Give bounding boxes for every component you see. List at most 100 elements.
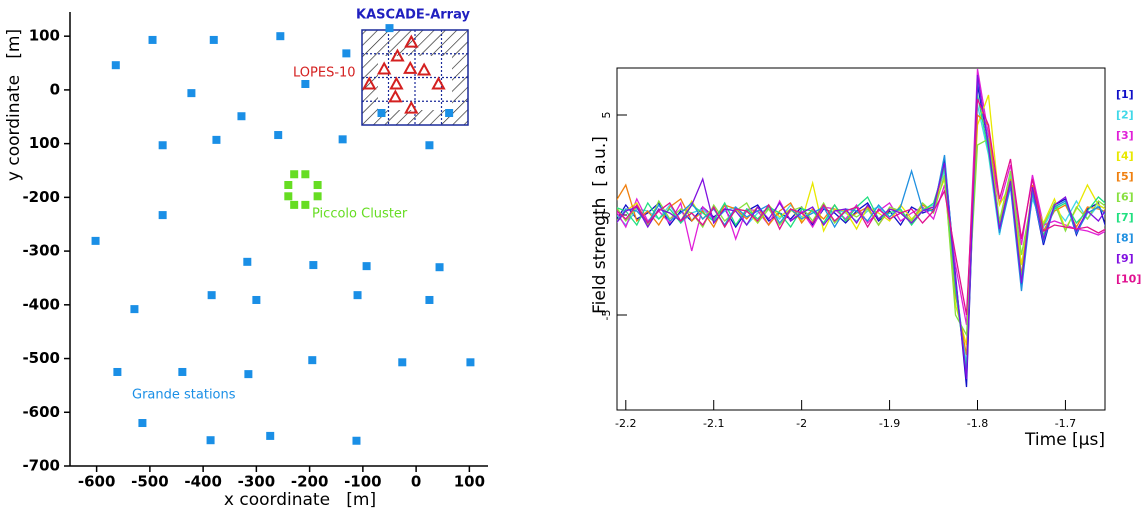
station-marker	[388, 89, 403, 103]
legend-label: Grande stations	[132, 388, 236, 403]
station-marker	[435, 263, 444, 272]
station-marker	[276, 32, 285, 41]
legend-label: [8]	[1116, 232, 1134, 245]
x-tick-label: -1.9	[879, 417, 900, 430]
x-tick-label: -2.2	[615, 417, 636, 430]
station-marker	[308, 356, 317, 365]
station-marker	[398, 358, 407, 367]
station-marker	[209, 35, 218, 44]
trace-line	[617, 78, 1105, 376]
trace-line	[617, 98, 1105, 316]
station-marker	[431, 76, 446, 90]
station-marker	[301, 200, 310, 209]
y-axis-label: y coordinate [m]	[4, 29, 24, 181]
station-marker	[313, 192, 322, 201]
station-marker	[445, 109, 454, 118]
x-tick-label: -2	[796, 417, 807, 430]
station-marker	[390, 48, 405, 62]
station-marker	[404, 100, 419, 114]
station-marker	[178, 367, 187, 376]
station-marker	[243, 257, 252, 266]
station-marker	[244, 370, 253, 379]
legend-label: [3]	[1116, 129, 1134, 142]
trace-line	[617, 104, 1105, 366]
legend-label: [9]	[1116, 252, 1134, 265]
legend-label: [4]	[1116, 150, 1134, 163]
station-marker	[362, 262, 371, 271]
station-marker	[403, 60, 418, 74]
station-marker	[425, 141, 434, 150]
station-marker	[148, 35, 157, 44]
trace-line	[617, 113, 1105, 356]
station-marker	[252, 295, 261, 304]
station-marker	[91, 236, 100, 245]
station-marker	[362, 76, 377, 90]
legend-label: [2]	[1116, 109, 1134, 122]
y-tick-label: 100	[29, 27, 60, 45]
station-marker	[207, 291, 216, 300]
legend-label: LOPES-10	[293, 66, 356, 81]
y-tick-label: -200	[22, 188, 60, 206]
station-marker	[206, 436, 215, 445]
station-marker	[266, 431, 275, 440]
trace-line	[617, 137, 1105, 338]
y-tick-label: 5	[600, 112, 613, 119]
legend-label: [7]	[1116, 211, 1134, 224]
station-marker	[385, 24, 394, 33]
station-marker	[158, 211, 167, 220]
station-marker	[376, 61, 392, 75]
station-marker	[301, 170, 310, 179]
station-marker	[212, 135, 221, 144]
y-tick-label: -300	[22, 242, 60, 260]
station-marker	[284, 181, 293, 190]
station-marker	[425, 295, 434, 304]
y-axis-label: Field strength [ a.u.]	[590, 136, 610, 314]
trace-line	[617, 84, 1105, 388]
y-tick-label: -600	[22, 403, 60, 421]
station-marker	[309, 261, 318, 270]
y-tick-label: -400	[22, 295, 60, 313]
legend-label: [1]	[1116, 88, 1134, 101]
annotation: KASCADE-Array	[356, 8, 470, 23]
station-marker	[290, 170, 299, 179]
station-marker	[130, 305, 139, 314]
y-tick-label: 0	[50, 80, 60, 98]
trace-line	[617, 74, 1105, 380]
y-tick-label: 0	[600, 212, 613, 219]
x-tick-label: -400	[184, 473, 222, 491]
y-tick-label: -700	[22, 457, 60, 475]
station-marker	[377, 109, 386, 118]
station-marker	[111, 61, 120, 70]
station-marker	[113, 367, 122, 376]
x-tick-label: -200	[291, 473, 329, 491]
station-marker	[187, 89, 196, 98]
station-marker	[274, 131, 283, 140]
station-marker	[284, 192, 293, 201]
x-tick-label: -1.7	[1055, 417, 1076, 430]
station-marker	[237, 112, 246, 121]
plot-frame	[616, 67, 1106, 411]
x-tick-label: -500	[131, 473, 169, 491]
x-tick-label: -100	[344, 473, 382, 491]
legend-label: [10]	[1116, 273, 1141, 286]
station-marker	[290, 200, 299, 209]
station-marker	[389, 76, 404, 90]
trace-line	[617, 68, 1105, 326]
x-tick-label: -2.1	[703, 417, 724, 430]
x-tick-label: -600	[78, 473, 116, 491]
station-marker	[466, 358, 475, 367]
station-marker	[353, 291, 362, 300]
station-marker	[352, 436, 361, 445]
x-axis-label: x coordinate [m]	[224, 490, 376, 510]
station-marker	[416, 62, 432, 76]
legend-label: [6]	[1116, 191, 1134, 204]
station-marker	[138, 419, 147, 428]
legend-label: Piccolo Cluster	[312, 207, 408, 222]
x-tick-label: 100	[454, 473, 485, 491]
station-marker	[301, 79, 310, 88]
y-tick-label: -5	[600, 310, 613, 321]
x-axis-label: Time [µs]	[1024, 430, 1105, 450]
x-tick-label: -300	[238, 473, 276, 491]
legend-label: [5]	[1116, 170, 1134, 183]
